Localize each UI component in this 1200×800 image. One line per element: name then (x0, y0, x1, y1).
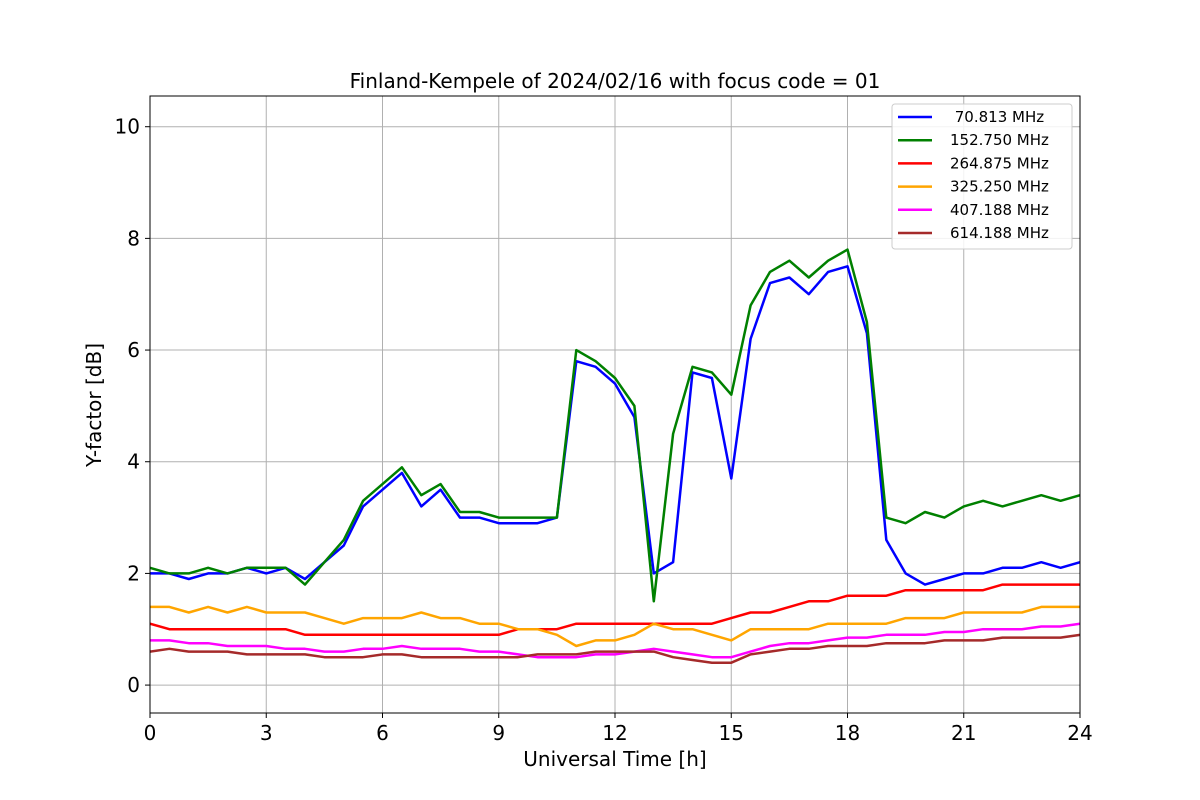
series-line (150, 583, 1080, 637)
y-axis: 0 2 4 6 8 10 (115, 115, 150, 697)
legend: 70.813 MHz 152.750 MHz 264.875 MHz 325.250 … (891, 103, 1073, 250)
plot-area (150, 248, 1080, 664)
legend-label: 614.188 MHz (950, 224, 1049, 242)
series-line (150, 265, 1080, 586)
y-tick-label: 2 (127, 561, 140, 585)
x-axis: 0 3 6 9 12 15 18 21 24 (144, 713, 1093, 745)
x-tick-label: 0 (144, 721, 157, 745)
x-tick-label: 24 (1067, 721, 1092, 745)
x-tick-label: 9 (492, 721, 505, 745)
series-line (150, 248, 1080, 603)
x-axis-title: Universal Time [h] (523, 747, 706, 771)
y-axis-title: Y-factor [dB] (82, 343, 106, 468)
chart-title: Finland-Kempele of 2024/02/16 with focus… (350, 69, 881, 93)
legend-label: 407.188 MHz (950, 201, 1049, 219)
x-tick-label: 3 (260, 721, 273, 745)
y-tick-label: 10 (115, 115, 140, 139)
x-tick-label: 12 (602, 721, 627, 745)
series-line (150, 633, 1080, 664)
legend-label: 264.875 MHz (950, 154, 1049, 172)
y-tick-label: 0 (127, 673, 140, 697)
legend-label: 152.750 MHz (950, 131, 1049, 149)
y-tick-label: 6 (127, 338, 140, 362)
y-tick-label: 4 (127, 450, 140, 474)
series-line (150, 622, 1080, 659)
x-tick-label: 21 (951, 721, 976, 745)
legend-box (891, 103, 1073, 250)
x-tick-label: 18 (835, 721, 860, 745)
y-tick-label: 8 (127, 226, 140, 250)
series-line (150, 605, 1080, 648)
legend-label: 70.813 MHz (950, 108, 1044, 126)
x-tick-label: 15 (719, 721, 744, 745)
legend-label: 325.250 MHz (950, 178, 1049, 196)
x-tick-label: 6 (376, 721, 389, 745)
